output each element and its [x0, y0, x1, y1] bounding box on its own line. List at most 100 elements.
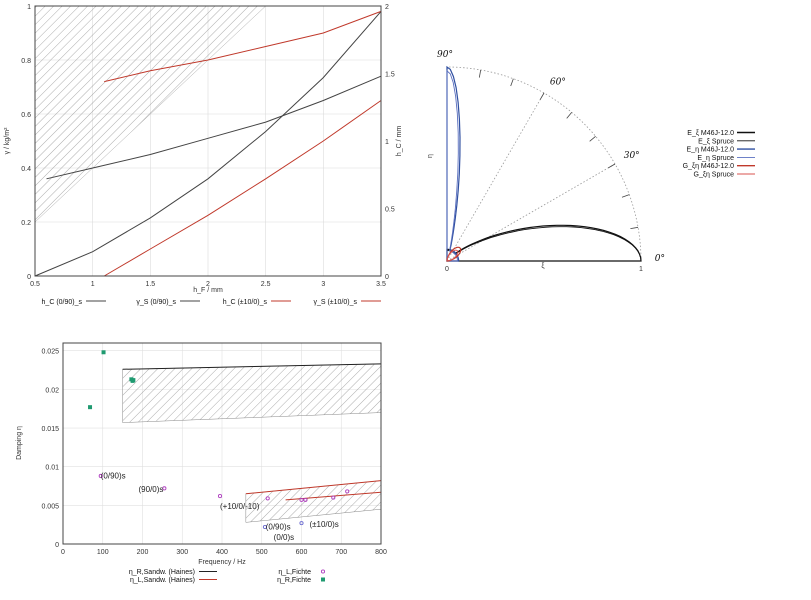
chart-b-legend: E_ξ M46J-12.0E_ξ Spruce E_η M46J-12.0E_η … — [683, 130, 755, 179]
chart-b-ray-60 — [446, 92, 545, 262]
chart-a-legend-label: γ_S (0/90)_s — [136, 299, 176, 306]
chart-c-ytick: 0.02 — [45, 387, 59, 394]
polar-stiffness-chart: 0° 30° 60° 90° 0 1 ξ η E_ξ M46J-12.0E_ξ Spruc… — [427, 50, 755, 273]
chart-b-arc-tick — [630, 226, 639, 230]
chart-a-x-ticks: 0.5 1 1.5 2 2.5 3 3.5 — [30, 281, 386, 288]
chart-a-xtick: 2 — [206, 281, 210, 288]
chart-b-radial-tick: 0 — [445, 266, 449, 273]
chart-c-point-square — [101, 350, 106, 355]
chart-b-legend-label: G_ξη M46J-12.0 — [683, 163, 734, 170]
chart-c-xlabel: Frequency / Hz — [198, 559, 246, 566]
chart-a-frame — [34, 5, 382, 277]
chart-a-y2label: h_C / mm — [396, 126, 403, 157]
chart-a-legend-label: h_C (±10/0)_s — [223, 299, 268, 306]
chart-c-xtick: 700 — [335, 549, 347, 556]
chart-c-band-edge-1 — [245, 480, 382, 495]
damping-frequency-chart: (0/90)s (90/0)s (+10/0/-10) (0/90)s (±10/0)s… — [16, 342, 387, 584]
chart-c-xtick: 0 — [61, 549, 65, 556]
chart-c-band-edge-0 — [122, 363, 382, 370]
chart-a-y2tick: 1.5 — [385, 72, 395, 79]
chart-a-ytick: 0.4 — [21, 166, 31, 173]
chart-b-angle-label: 60° — [550, 77, 566, 87]
chart-c-legend-label: η_L,Fichte — [278, 569, 311, 576]
chart-b-ray-30 — [446, 163, 616, 262]
chart-c-annotation: (90/0)s — [139, 485, 164, 494]
chart-c-annotation: (±10/0)s — [309, 520, 338, 529]
chart-c-point-circle — [303, 497, 308, 502]
chart-a-ylabel: γ / kg/m² — [4, 127, 11, 155]
chart-a-legend-label: γ_S (±10/0)_s — [313, 299, 357, 306]
chart-b-angle-label: 90° — [437, 50, 453, 60]
chart-b-angle-label: 30° — [624, 151, 640, 161]
chart-c-annotation: (0/0)s — [274, 533, 294, 542]
chart-b-legend-label: E_ξ Spruce — [698, 138, 734, 145]
chart-a-xtick: 3 — [321, 281, 325, 288]
chart-a-legend-label: h_C (0/90)_s — [42, 299, 83, 306]
chart-b-legend-label: E_η M46J-12.0 — [687, 147, 735, 154]
chart-c-legend-label: η_R,Fichte — [277, 577, 311, 584]
chart-a-xtick: 2.5 — [261, 281, 271, 288]
chart-c-point-circle — [98, 473, 103, 479]
chart-a-y-ticks: 0 0.2 0.4 0.6 0.8 1 — [21, 4, 31, 281]
chart-a-y2tick: 0 — [385, 274, 389, 281]
chart-b-arc-tick — [589, 135, 596, 142]
chart-c-ytick: 0.015 — [41, 426, 59, 433]
chart-c-xtick: 100 — [97, 549, 109, 556]
chart-b-ylabel: η — [427, 154, 434, 158]
chart-c-point-circle — [162, 486, 167, 491]
chart-b-series-5 — [446, 249, 459, 262]
chart-c-annotation: (0/90)s — [266, 522, 291, 531]
chart-c-xtick: 300 — [176, 549, 188, 556]
chart-c-bands — [122, 363, 382, 523]
chart-c-x-ticks: 0 100 200 300 400 500 600 700 800 — [61, 549, 387, 556]
chart-c-annotations: (0/90)s (90/0)s (+10/0/-10) (0/90)s (±10/0)s… — [101, 471, 339, 542]
chart-c-legend-swatch — [320, 569, 326, 574]
chart-a-series-line-1 — [46, 75, 382, 180]
chart-a-xtick: 1.5 — [145, 281, 155, 288]
chart-a-legend: h_C (0/90)_s γ_S (0/90)_s h_C (±10/0)_s γ_S… — [42, 299, 381, 306]
chart-c-point-square — [88, 405, 93, 410]
chart-c-annotation: (0/90)s — [101, 471, 126, 480]
chart-a-ytick: 0 — [27, 274, 31, 281]
chart-b-angle-label: 0° — [655, 254, 665, 264]
chart-a-y2-ticks: 0 0.5 1 1.5 2 — [385, 4, 395, 281]
chart-b-arc-tick — [510, 78, 514, 87]
chart-b-arc-tick — [478, 69, 482, 78]
chart-b-arc-tick — [608, 163, 616, 169]
chart-b-xlabel: ξ — [541, 263, 544, 270]
chart-a-y2tick: 1 — [385, 139, 389, 146]
chart-b-outer-arc — [446, 66, 642, 262]
chart-c-xtick: 200 — [137, 549, 149, 556]
chart-a-ytick: 1 — [27, 4, 31, 11]
chart-c-point-circle — [265, 496, 270, 501]
chart-b-arc-tick — [566, 112, 573, 119]
chart-b-legend-label: E_η Spruce — [697, 155, 734, 162]
chart-b-legend-label: G_ξη Spruce — [694, 172, 735, 179]
chart-a-series-line-2 — [103, 100, 382, 277]
chart-a-series-line-0 — [34, 11, 382, 277]
chart-c-ytick: 0.025 — [41, 349, 59, 356]
chart-c-band-0 — [122, 363, 382, 423]
chart-a-ytick: 0.2 — [21, 220, 31, 227]
chart-b-labels: 0° 30° 60° 90° 0 1 — [437, 50, 665, 273]
chart-a-xtick: 3.5 — [376, 281, 386, 288]
chart-c-legend-label: η_R,Sandw. (Haines) — [129, 569, 195, 576]
chart-c-legend-swatch — [321, 577, 325, 582]
thickness-mass-chart: 0.5 1 1.5 2 2.5 3 3.5 00.20.40.60.81 00.511.52… — [4, 4, 403, 306]
chart-c-ylabel: Damping η — [16, 426, 23, 460]
chart-a-ytick: 0.8 — [21, 58, 31, 65]
chart-a-y2tick: 0.5 — [385, 207, 395, 214]
chart-c-point-circle — [217, 494, 223, 499]
chart-c-point-circle — [262, 524, 267, 530]
chart-a-series-line-3 — [104, 10, 382, 83]
chart-c-y-ticks: 0 0.005 0.01 0.015 0.02 0.025 — [41, 349, 59, 549]
chart-b-series-1 — [446, 226, 642, 262]
chart-c-xtick: 600 — [296, 549, 308, 556]
chart-c-frame — [62, 342, 382, 545]
chart-c-legend-label: η_L,Sandw. (Haines) — [130, 577, 195, 584]
chart-c-point-circle — [345, 489, 350, 494]
chart-a-ytick: 0.6 — [21, 112, 31, 119]
chart-b-arc-tick — [621, 194, 630, 198]
chart-b-series — [446, 65, 642, 262]
